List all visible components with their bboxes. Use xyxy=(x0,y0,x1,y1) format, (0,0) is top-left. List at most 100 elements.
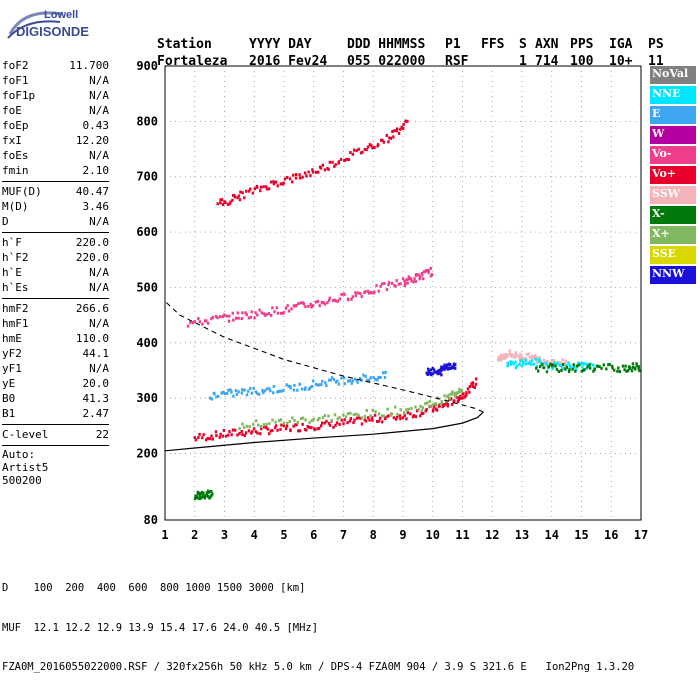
echo-point xyxy=(431,372,435,376)
echo-point xyxy=(222,428,226,432)
echo-point xyxy=(372,375,375,379)
echo-point xyxy=(328,296,331,300)
echo-point xyxy=(305,428,308,432)
echo-point xyxy=(534,354,537,358)
echo-point xyxy=(387,283,390,287)
echo-point xyxy=(572,363,575,367)
echo-point xyxy=(288,177,292,181)
echo-point xyxy=(238,198,242,202)
echo-point xyxy=(292,424,295,428)
param-value: N/A xyxy=(89,266,109,279)
echo-point xyxy=(193,497,197,501)
echo-point xyxy=(538,356,541,360)
autoscaling-line: Artist5 xyxy=(2,461,49,474)
echo-point xyxy=(451,392,454,396)
echo-point xyxy=(265,187,269,191)
echo-point xyxy=(296,388,299,392)
echo-point xyxy=(245,424,249,428)
echo-point xyxy=(194,495,197,499)
echo-point xyxy=(350,381,353,385)
echo-point xyxy=(574,369,577,373)
echo-point xyxy=(456,390,460,394)
echo-point xyxy=(357,415,360,419)
logo-line1: Lowell xyxy=(44,9,78,21)
echo-point xyxy=(237,194,241,198)
param-divider xyxy=(2,232,109,233)
echo-point xyxy=(401,277,405,281)
echo-point xyxy=(627,365,631,369)
echo-point xyxy=(446,395,449,399)
param-row: hmF1 N/A xyxy=(2,316,109,331)
echo-point xyxy=(291,180,294,184)
echo-point xyxy=(506,353,510,357)
echo-point xyxy=(377,375,380,379)
echo-point xyxy=(220,198,224,202)
echo-point xyxy=(310,384,314,388)
echo-point xyxy=(420,411,423,415)
echo-point xyxy=(251,191,255,195)
param-value: N/A xyxy=(89,149,109,162)
echo-point xyxy=(426,367,430,371)
echo-point xyxy=(292,173,295,177)
echo-point xyxy=(298,382,302,386)
legend-entry: Vo- xyxy=(650,146,696,166)
echo-point xyxy=(458,394,462,398)
echo-point xyxy=(342,422,345,426)
echo-point xyxy=(319,166,323,170)
echo-point xyxy=(535,356,539,360)
echo-point xyxy=(371,146,374,150)
echo-point xyxy=(409,412,412,416)
param-row: foEp 0.43 xyxy=(2,118,109,133)
echo-point xyxy=(215,395,218,399)
echo-point xyxy=(565,363,568,367)
x-tick-label: 7 xyxy=(340,528,347,542)
echo-point xyxy=(383,281,386,285)
echo-point xyxy=(241,311,244,315)
echo-point xyxy=(515,364,519,368)
echo-point xyxy=(241,388,244,392)
echo-point xyxy=(249,386,252,390)
echo-point xyxy=(316,418,320,422)
echo-point xyxy=(471,383,474,387)
echo-point xyxy=(348,419,352,423)
echo-point xyxy=(340,292,343,296)
echo-point xyxy=(211,437,214,441)
echo-point xyxy=(374,410,377,414)
echo-point xyxy=(354,294,357,298)
echo-point xyxy=(404,119,407,123)
param-row: foF1p N/A xyxy=(2,88,109,103)
legend-entry: X+ xyxy=(650,226,696,246)
echo-point xyxy=(447,393,450,397)
echo-point xyxy=(556,361,559,365)
echo-point xyxy=(377,412,381,416)
echo-point xyxy=(349,411,352,415)
echo-point xyxy=(199,496,202,500)
echo-point xyxy=(420,409,424,413)
echo-point xyxy=(429,274,433,278)
echo-point xyxy=(417,273,420,277)
x-tick-label: 15 xyxy=(574,528,588,542)
echo-point xyxy=(324,381,327,385)
echo-point xyxy=(229,388,232,392)
echo-point xyxy=(637,367,640,371)
echo-point xyxy=(191,321,195,325)
echo-point xyxy=(348,379,352,383)
echo-point xyxy=(295,423,298,427)
echo-point xyxy=(352,421,355,425)
echo-point xyxy=(363,414,367,418)
echo-point xyxy=(363,147,367,151)
echo-point xyxy=(205,491,208,495)
echo-point xyxy=(560,369,563,373)
echo-point xyxy=(271,429,274,433)
param-row: fmin 2.10 xyxy=(2,163,109,178)
param-name: yF1 xyxy=(2,362,22,375)
echo-point xyxy=(401,127,405,131)
echo-point xyxy=(308,386,312,390)
echo-point xyxy=(607,363,610,367)
echo-point xyxy=(328,160,332,164)
echo-point xyxy=(395,129,398,133)
echo-point xyxy=(422,270,426,274)
echo-point xyxy=(330,419,334,423)
echo-point xyxy=(418,277,421,281)
echo-point xyxy=(393,129,396,133)
